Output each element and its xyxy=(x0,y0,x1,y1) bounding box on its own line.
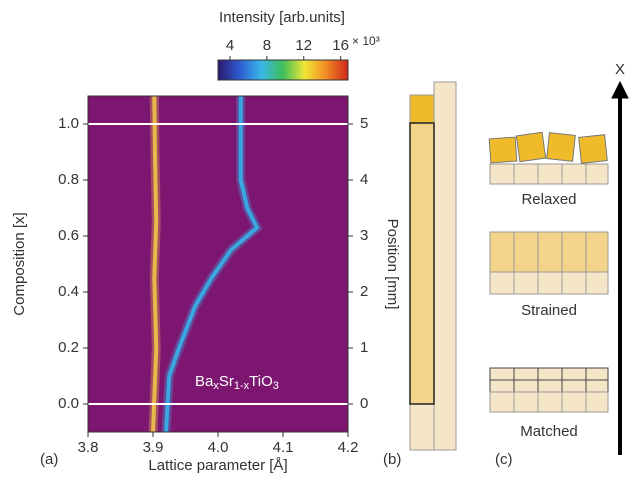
colorbar xyxy=(217,59,349,81)
colorbar-tick-label: 4 xyxy=(226,37,234,54)
colorbar-multiplier: × 10³ xyxy=(352,34,380,48)
y2-tick-label: 3 xyxy=(360,227,368,244)
stack-label: Strained xyxy=(521,302,577,319)
panel-label: (c) xyxy=(495,451,513,468)
annotation-part: Sr xyxy=(219,373,234,390)
sample-sketch xyxy=(409,81,457,451)
colorbar-tick-label: 16 xyxy=(332,37,349,54)
trace xyxy=(164,96,259,433)
y2-tick-label: 0 xyxy=(360,395,368,412)
y2-tick-label: 5 xyxy=(360,115,368,132)
y-tick-label: 0.2 xyxy=(58,339,79,356)
annotation: BaxSr1-xTiO3 xyxy=(195,373,279,392)
axis-arrow-label: X xyxy=(615,61,625,78)
x-tick-label: 3.8 xyxy=(78,439,99,456)
plot-background xyxy=(88,96,348,432)
annotation-part: 1-x xyxy=(234,380,250,392)
panel-label: (b) xyxy=(383,451,401,468)
x-tick-label: 4.1 xyxy=(273,439,294,456)
y-tick-label: 1.0 xyxy=(58,115,79,132)
y2-tick-label: 1 xyxy=(360,339,368,356)
y-tick-label: 0.4 xyxy=(58,283,79,300)
annotation-part: x xyxy=(213,380,219,392)
x-tick-label: 4.0 xyxy=(208,439,229,456)
colorbar-tick-label: 12 xyxy=(295,37,312,54)
y2-tick-label: 2 xyxy=(360,283,368,300)
annotation-part: TiO xyxy=(249,373,273,390)
stack-label: Relaxed xyxy=(521,191,576,208)
colorbar-tick-label: 8 xyxy=(263,37,271,54)
colorbar-label: Intensity [arb.units] xyxy=(219,9,345,26)
x-tick-label: 3.9 xyxy=(143,439,164,456)
panel-label: (a) xyxy=(40,451,58,468)
x-tick-label: 4.2 xyxy=(338,439,359,456)
lattice-sketch xyxy=(488,80,629,455)
x-axis-label: Lattice parameter [Å] xyxy=(148,457,287,474)
y-tick-label: 0.8 xyxy=(58,171,79,188)
y-axis-label: Composition [x] xyxy=(11,212,28,315)
stack-label: Matched xyxy=(520,423,578,440)
annotation-part: 3 xyxy=(273,380,279,392)
y2-axis-label: Position [mm] xyxy=(384,219,401,310)
trace xyxy=(151,95,159,433)
annotation-part: Ba xyxy=(195,373,214,390)
y-tick-label: 0.6 xyxy=(58,227,79,244)
y-tick-label: 0.0 xyxy=(58,395,79,412)
y2-tick-label: 4 xyxy=(360,171,368,188)
